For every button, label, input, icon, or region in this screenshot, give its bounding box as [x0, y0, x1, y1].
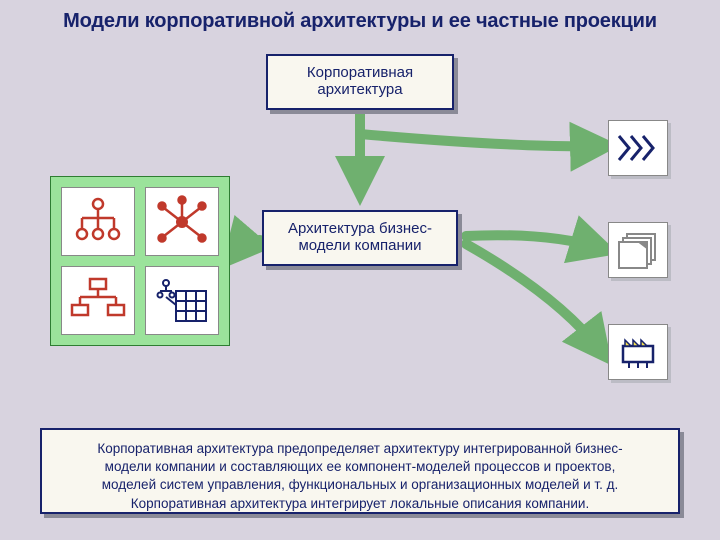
description-text: Корпоративная архитектура предопределяет…	[97, 441, 622, 511]
corporate-architecture-label: Корпоративнаяархитектура	[307, 64, 413, 98]
matrix-icon	[145, 266, 219, 335]
chip-icon	[608, 324, 668, 380]
business-model-architecture-box: Архитектура бизнес-модели компании	[262, 210, 458, 266]
document-icon	[608, 222, 668, 278]
radial-icon	[145, 187, 219, 256]
business-model-architecture-label: Архитектура бизнес-модели компании	[288, 220, 432, 254]
model-icons-panel	[50, 176, 230, 346]
chevrons-icon	[608, 120, 668, 176]
corporate-architecture-box: Корпоративнаяархитектура	[266, 54, 454, 110]
description-box: Корпоративная архитектура предопределяет…	[40, 428, 680, 514]
hierarchy-icon	[61, 187, 135, 256]
org-chart-icon	[61, 266, 135, 335]
